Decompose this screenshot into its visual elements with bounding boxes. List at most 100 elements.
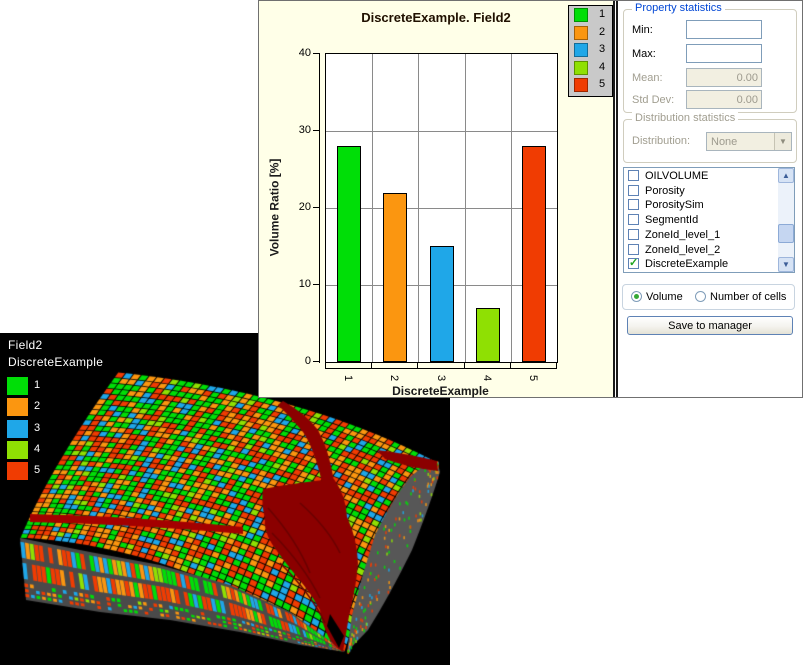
std-dev-label: Std Dev: xyxy=(632,94,675,106)
y-tick xyxy=(313,361,320,362)
max-input[interactable] xyxy=(686,44,762,63)
property-list-label: PorositySim xyxy=(645,199,704,212)
3d-legend-label: 5 xyxy=(34,464,41,477)
3d-legend-label: 4 xyxy=(34,442,41,455)
y-axis-line xyxy=(319,53,320,363)
chart-title: DiscreteExample. Field2 xyxy=(361,10,511,25)
y-tick-label: 10 xyxy=(298,278,311,290)
x-category-label: 4 xyxy=(480,374,493,382)
3d-legend-swatch xyxy=(7,377,28,395)
radio-label: Volume xyxy=(646,291,683,303)
legend-swatch xyxy=(574,43,588,58)
window-splitter[interactable] xyxy=(613,1,618,397)
bar-category-2 xyxy=(383,193,408,362)
3d-legend-swatch xyxy=(7,398,28,417)
y-tick-label: 0 xyxy=(304,355,311,367)
scrollbar-thumb[interactable] xyxy=(778,224,794,243)
legend-row: 5 xyxy=(569,77,612,94)
legend-label: 3 xyxy=(598,43,606,56)
property-list-item[interactable]: OILVOLUME xyxy=(624,169,776,184)
legend-label: 4 xyxy=(598,60,606,73)
x-axis-label: DiscreteExample xyxy=(392,384,489,398)
y-tick-label: 20 xyxy=(298,201,311,213)
x-category-label: 1 xyxy=(342,374,355,382)
3d-legend-swatch xyxy=(7,419,28,438)
scrollbar-up-icon[interactable]: ▲ xyxy=(778,168,794,183)
x-tick xyxy=(509,362,511,368)
3d-legend-swatch xyxy=(7,440,28,459)
distribution-label: Distribution: xyxy=(632,135,691,147)
property-list-item[interactable]: ZoneId_level_2 xyxy=(624,243,776,258)
property-list-item[interactable]: Porosity xyxy=(624,184,776,199)
property-list-item[interactable]: PorositySim xyxy=(624,198,776,213)
property-statistics-title: Property statistics xyxy=(632,2,725,14)
property-list-label: OILVOLUME xyxy=(645,170,709,182)
property-list-item[interactable]: ZoneId_level_1 xyxy=(624,228,776,243)
legend-swatch xyxy=(574,60,588,75)
property-list-label: SegmentId xyxy=(645,214,699,227)
chart-legend: 1 2 3 4 5 xyxy=(568,5,613,97)
dropdown-arrow-icon: ▼ xyxy=(774,133,791,150)
save-to-manager-button[interactable]: Save to manager xyxy=(627,316,793,335)
bar-category-1 xyxy=(337,146,362,362)
distribution-value: None xyxy=(711,136,738,148)
legend-label: 2 xyxy=(598,25,606,38)
checkbox-icon[interactable] xyxy=(628,228,639,240)
legend-row: 4 xyxy=(569,60,612,77)
x-tick xyxy=(371,362,373,368)
x-category-label: 2 xyxy=(388,374,401,382)
x-category-label: 5 xyxy=(526,374,539,382)
x-axis-line xyxy=(325,368,557,369)
checkbox-icon[interactable] xyxy=(628,170,639,181)
x-category-label: 3 xyxy=(434,374,447,382)
radio-dot-icon xyxy=(634,294,639,299)
property-statistics-groupbox: Property statistics Min: Max: Mean: Std … xyxy=(623,2,797,113)
checkbox-checked-icon[interactable]: ✓ xyxy=(628,257,639,270)
checkbox-icon[interactable] xyxy=(628,199,639,211)
3d-legend-label: 1 xyxy=(34,379,41,391)
distribution-statistics-title: Distribution statistics xyxy=(632,112,739,124)
legend-row: 3 xyxy=(569,42,612,59)
bar-category-3 xyxy=(429,246,454,362)
listbox-scrollbar[interactable]: ▲ ▼ xyxy=(778,168,794,272)
legend-label: 1 xyxy=(598,8,606,20)
scrollbar-down-icon[interactable]: ▼ xyxy=(778,257,794,272)
min-input[interactable] xyxy=(686,20,762,39)
legend-row: 1 xyxy=(569,7,612,24)
min-label: Min: xyxy=(632,24,653,36)
y-tick xyxy=(313,130,320,131)
legend-row: 2 xyxy=(569,25,612,42)
legend-swatch xyxy=(574,8,588,22)
statistics-panel: Property statistics Min: Max: Mean: Std … xyxy=(618,1,802,397)
checkbox-icon[interactable] xyxy=(628,214,639,226)
radio-icon[interactable] xyxy=(695,291,706,302)
property-list-item[interactable]: ✓ DiscreteExample xyxy=(624,257,776,272)
3d-legend-swatch xyxy=(7,462,28,481)
checkbox-icon[interactable] xyxy=(628,184,639,196)
y-tick xyxy=(313,53,320,54)
y-tick xyxy=(313,284,320,285)
properties-listbox[interactable]: OILVOLUME Porosity PorositySim SegmentId Zon… xyxy=(623,167,795,273)
y-tick-label: 40 xyxy=(298,47,311,59)
property-list-label: ZoneId_level_2 xyxy=(645,243,721,256)
x-tick xyxy=(463,362,465,368)
property-list-label: Porosity xyxy=(645,184,685,197)
3d-property-label-field: Field2 xyxy=(8,338,43,352)
checkbox-icon[interactable] xyxy=(628,243,639,255)
bar-category-5 xyxy=(521,146,546,362)
property-list-label: DiscreteExample xyxy=(645,258,729,271)
mode-radio-group: Volume Number of cells xyxy=(622,284,795,310)
legend-label: 5 xyxy=(598,78,606,91)
distribution-statistics-groupbox: Distribution statistics Distribution: No… xyxy=(623,112,797,163)
radio-selected-icon[interactable] xyxy=(631,291,642,302)
property-list-item[interactable]: SegmentId xyxy=(624,213,776,228)
gridline-horizontal xyxy=(326,131,557,132)
mean-label: Mean: xyxy=(632,72,663,84)
legend-swatch xyxy=(574,25,588,40)
legend-swatch xyxy=(574,78,588,93)
x-tick xyxy=(417,362,419,368)
std-dev-input xyxy=(686,90,762,109)
